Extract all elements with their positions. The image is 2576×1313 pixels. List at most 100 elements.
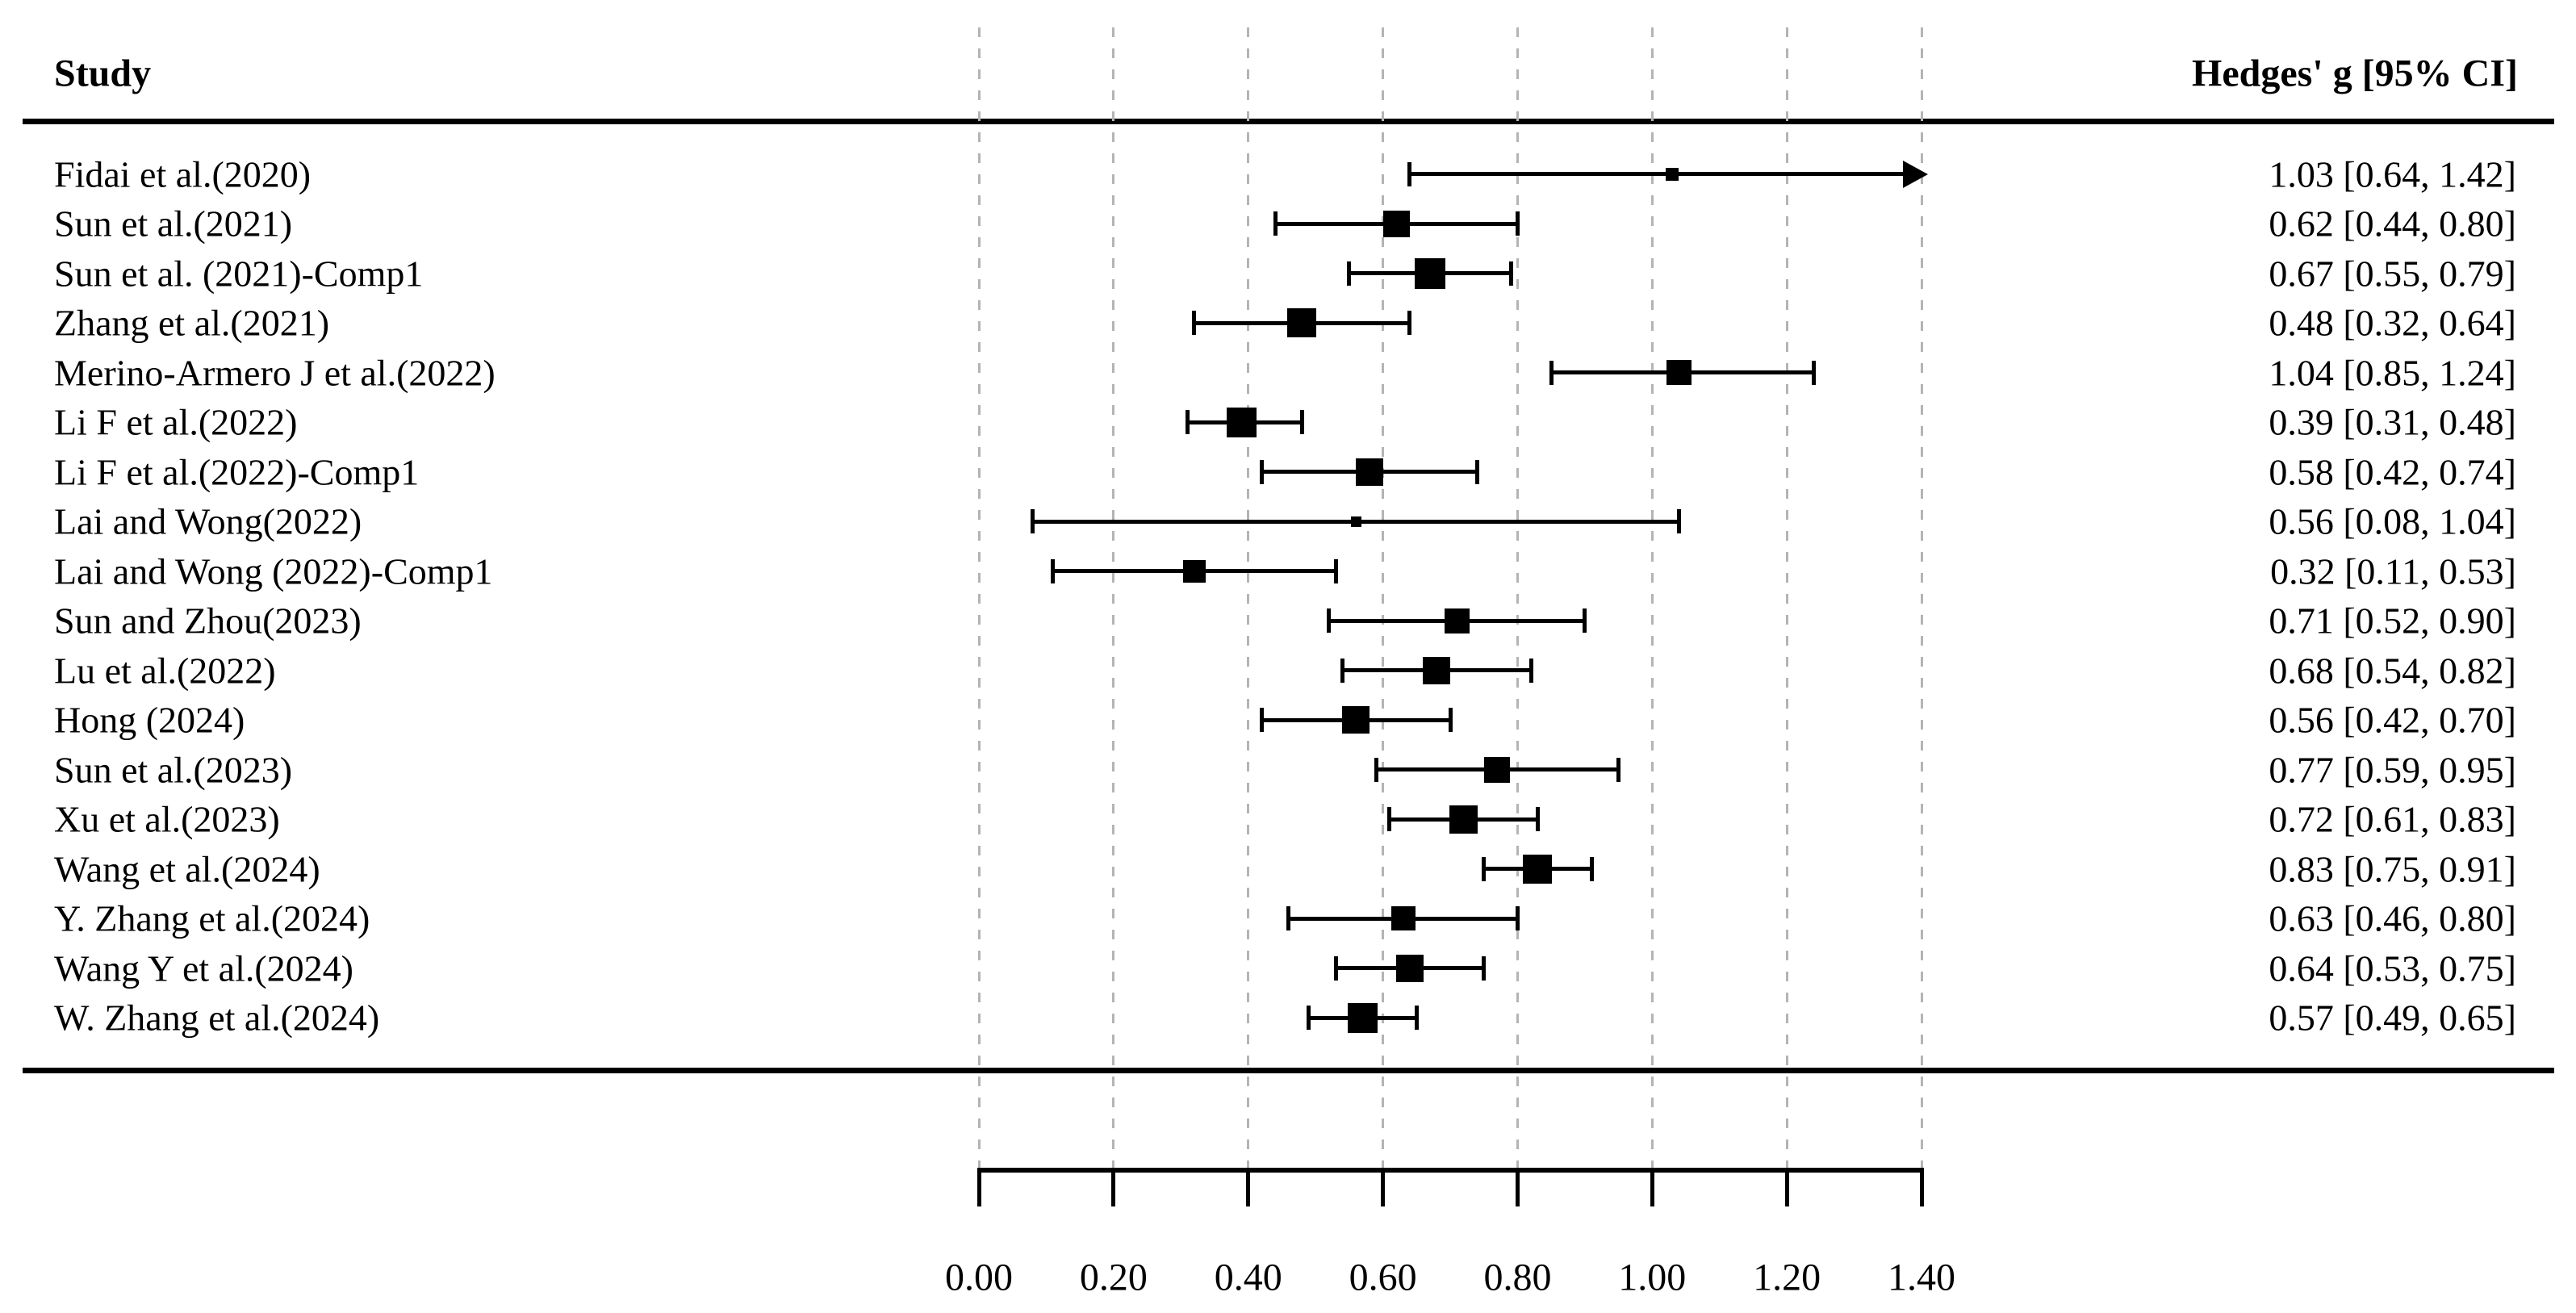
gridline <box>1112 27 1115 1170</box>
axis-tick-label: 0.20 <box>1079 1256 1148 1299</box>
effect-square <box>1666 360 1692 385</box>
ci-cap-left <box>1549 360 1554 385</box>
study-label: W. Zhang et al.(2024) <box>54 997 380 1039</box>
effect-value: 0.57 [0.49, 0.65] <box>2269 997 2516 1039</box>
ci-cap-left <box>1192 311 1197 335</box>
ci-cap-right <box>1515 211 1520 236</box>
axis-tick-label: 1.00 <box>1618 1256 1687 1299</box>
gridline <box>1920 27 1923 1170</box>
ci-cap-right <box>1482 955 1487 981</box>
ci-cap-left <box>1286 906 1291 930</box>
axis-tick <box>1919 1170 1924 1206</box>
study-label: Lai and Wong(2022) <box>54 500 362 542</box>
effect-square <box>1414 257 1445 289</box>
axis-tick <box>1111 1170 1116 1206</box>
axis-line <box>976 1168 1924 1173</box>
study-label: Wang Y et al.(2024) <box>54 947 353 989</box>
effect-value: 0.64 [0.53, 0.75] <box>2269 947 2516 989</box>
effect-square <box>1226 407 1257 437</box>
ci-cap-right <box>1812 360 1817 385</box>
gridline <box>1785 27 1788 1170</box>
effect-value: 0.56 [0.08, 1.04] <box>2269 500 2516 542</box>
effect-value: 0.72 [0.61, 0.83] <box>2269 798 2516 840</box>
effect-square <box>1523 854 1553 884</box>
axis-tick-label: 1.20 <box>1753 1256 1821 1299</box>
axis-tick-label: 0.00 <box>945 1256 1013 1299</box>
study-label: Li F et al.(2022) <box>54 401 298 443</box>
ci-cap-right <box>1508 261 1513 286</box>
ci-whisker <box>1409 172 1903 176</box>
effect-square <box>1444 608 1470 634</box>
axis-tick-label: 0.80 <box>1483 1256 1552 1299</box>
header-separator <box>23 119 2554 124</box>
ci-cap-left <box>1051 558 1056 583</box>
effect-square <box>1348 1002 1378 1033</box>
effect-square <box>1423 656 1451 684</box>
axis-tick <box>1784 1170 1789 1206</box>
axis-tick <box>1650 1170 1654 1206</box>
effect-square <box>1182 559 1206 583</box>
gridline <box>977 27 981 1170</box>
effect-value: 0.58 [0.42, 0.74] <box>2269 451 2516 492</box>
study-label: Sun et al. (2021)-Comp1 <box>54 253 424 294</box>
column-header-effect: Hedges' g [95% CI] <box>2192 52 2518 95</box>
ci-cap-left <box>1031 509 1035 533</box>
study-label: Lai and Wong (2022)-Comp1 <box>54 550 493 592</box>
effect-value: 0.77 [0.59, 0.95] <box>2269 749 2516 790</box>
effect-value: 0.56 [0.42, 0.70] <box>2269 699 2516 741</box>
study-label: Li F et al.(2022)-Comp1 <box>54 451 420 492</box>
ci-cap-right <box>1407 311 1412 335</box>
effect-value: 0.32 [0.11, 0.53] <box>2270 550 2516 592</box>
study-label: Wang et al.(2024) <box>54 848 320 889</box>
gridline <box>1382 27 1385 1170</box>
ci-cap-left <box>1347 261 1352 286</box>
effect-square <box>1287 308 1317 337</box>
effect-value: 0.67 [0.55, 0.79] <box>2269 253 2516 294</box>
ci-cap-right <box>1677 509 1682 533</box>
effect-value: 0.48 [0.32, 0.64] <box>2269 302 2516 344</box>
study-label: Fidai et al.(2020) <box>54 153 312 194</box>
effect-value: 1.03 [0.64, 1.42] <box>2269 153 2516 194</box>
study-label: Sun et al.(2021) <box>54 203 293 245</box>
axis-tick-label: 1.40 <box>1888 1256 1956 1299</box>
study-label: Y. Zhang et al.(2024) <box>54 897 370 939</box>
effect-value: 0.71 [0.52, 0.90] <box>2269 600 2516 642</box>
effect-square <box>1390 906 1416 930</box>
bottom-separator <box>23 1068 2554 1073</box>
effect-square <box>1484 756 1511 783</box>
effect-value: 0.83 [0.75, 0.91] <box>2269 848 2516 889</box>
study-label: Sun et al.(2023) <box>54 749 293 790</box>
ci-cap-left <box>1186 410 1190 434</box>
ci-cap-left <box>1259 708 1264 732</box>
effect-square <box>1395 954 1424 982</box>
ci-cap-right <box>1448 708 1453 732</box>
effect-square <box>1342 706 1370 734</box>
gridline <box>1650 27 1654 1170</box>
ci-cap-right <box>1299 410 1304 434</box>
effect-value: 0.62 [0.44, 0.80] <box>2269 203 2516 245</box>
ci-cap-left <box>1407 161 1412 186</box>
ci-cap-left <box>1374 757 1378 782</box>
ci-cap-right <box>1333 558 1338 583</box>
ci-cap-right <box>1474 459 1479 484</box>
ci-cap-right <box>1414 1006 1419 1030</box>
ci-arrow-right <box>1903 160 1928 188</box>
ci-cap-left <box>1340 658 1345 683</box>
ci-cap-right <box>1528 658 1533 683</box>
study-label: Merino-Armero J et al.(2022) <box>54 352 496 393</box>
column-header-study: Study <box>54 52 152 95</box>
ci-cap-left <box>1259 459 1264 484</box>
ci-cap-left <box>1327 608 1332 633</box>
effect-square <box>1382 210 1410 237</box>
study-label: Lu et al.(2022) <box>54 650 276 691</box>
axis-tick <box>1246 1170 1251 1206</box>
ci-cap-left <box>1482 856 1487 881</box>
gridline <box>1247 27 1250 1170</box>
effect-square <box>1666 167 1679 181</box>
axis-tick <box>1381 1170 1386 1206</box>
study-label: Xu et al.(2023) <box>54 798 280 840</box>
ci-cap-right <box>1589 856 1594 881</box>
effect-value: 0.68 [0.54, 0.82] <box>2269 650 2516 691</box>
effect-value: 0.63 [0.46, 0.80] <box>2269 897 2516 939</box>
